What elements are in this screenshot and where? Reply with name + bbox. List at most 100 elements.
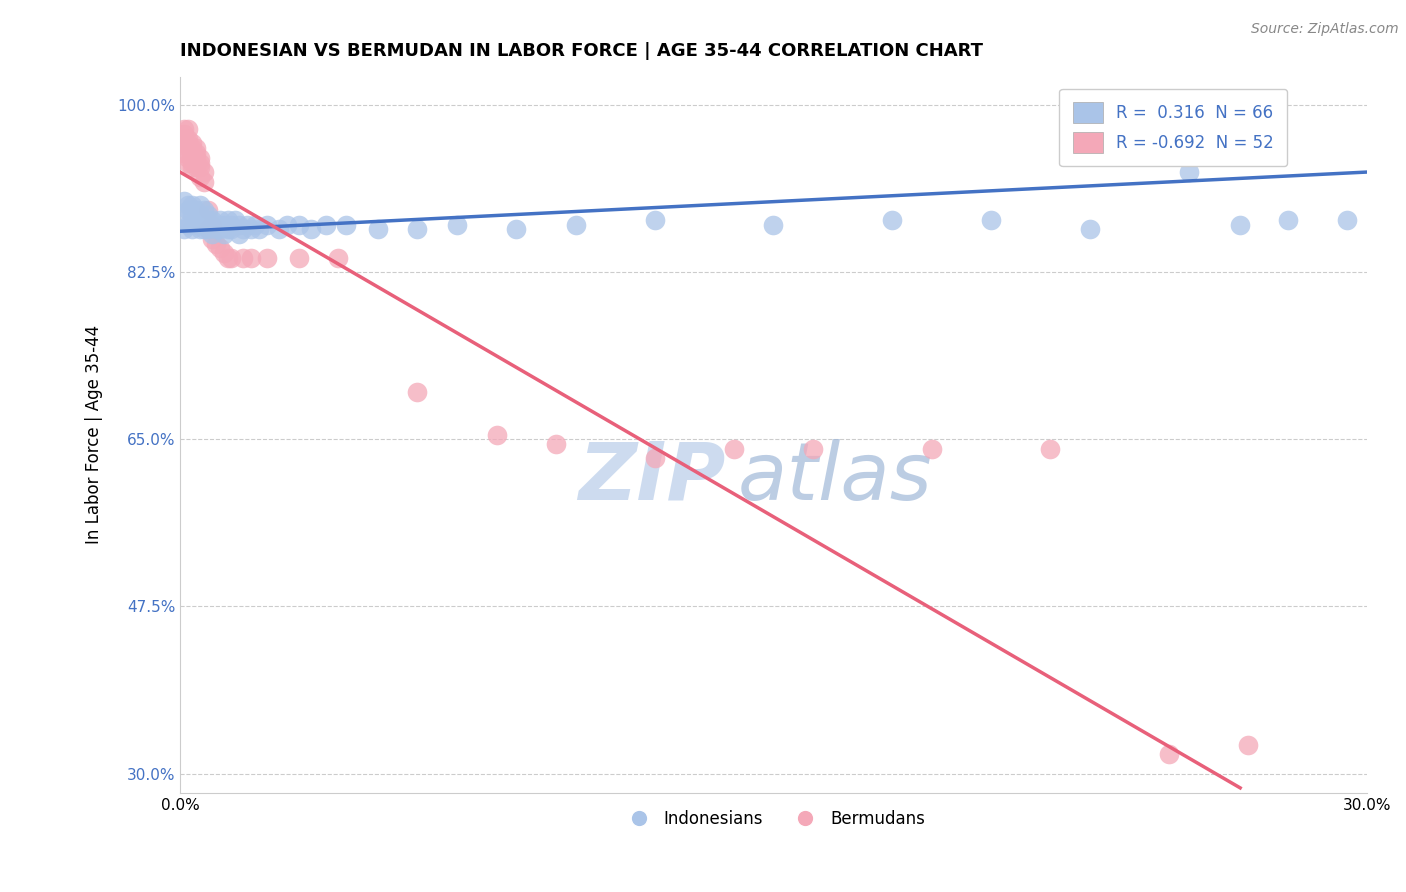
Point xyxy=(173,127,195,141)
Point xyxy=(208,218,231,232)
Point xyxy=(232,251,254,265)
Point xyxy=(197,208,219,222)
Point xyxy=(197,222,219,236)
Point xyxy=(446,218,468,232)
Point xyxy=(184,141,207,155)
Point xyxy=(228,227,250,241)
Point xyxy=(315,218,337,232)
Point xyxy=(184,155,207,169)
Point xyxy=(193,203,215,218)
Point xyxy=(1336,212,1358,227)
Point xyxy=(762,218,785,232)
Point xyxy=(180,141,202,155)
Point xyxy=(188,218,211,232)
Point xyxy=(801,442,824,456)
Point xyxy=(193,222,215,236)
Point xyxy=(173,222,195,236)
Point xyxy=(177,151,200,165)
Point xyxy=(208,212,231,227)
Point xyxy=(184,212,207,227)
Point xyxy=(173,145,195,160)
Point xyxy=(1039,442,1062,456)
Point xyxy=(221,251,243,265)
Point xyxy=(921,442,943,456)
Point xyxy=(228,218,250,232)
Text: INDONESIAN VS BERMUDAN IN LABOR FORCE | AGE 35-44 CORRELATION CHART: INDONESIAN VS BERMUDAN IN LABOR FORCE | … xyxy=(180,42,983,60)
Point xyxy=(204,236,226,251)
Point xyxy=(184,161,207,175)
Point xyxy=(188,198,211,212)
Point xyxy=(644,212,666,227)
Point xyxy=(193,212,215,227)
Point xyxy=(564,218,586,232)
Point xyxy=(201,227,224,241)
Point xyxy=(188,222,211,236)
Point xyxy=(184,218,207,232)
Point xyxy=(177,198,200,212)
Point xyxy=(173,131,195,145)
Point xyxy=(485,427,508,442)
Point xyxy=(180,136,202,151)
Point xyxy=(644,451,666,466)
Point xyxy=(197,203,219,218)
Point xyxy=(177,136,200,151)
Text: Source: ZipAtlas.com: Source: ZipAtlas.com xyxy=(1251,22,1399,37)
Point xyxy=(177,141,200,155)
Point xyxy=(204,222,226,236)
Point xyxy=(221,218,243,232)
Point xyxy=(328,251,350,265)
Point xyxy=(236,218,259,232)
Point xyxy=(180,161,202,175)
Point xyxy=(1277,212,1299,227)
Point xyxy=(406,222,429,236)
Point xyxy=(247,222,270,236)
Point xyxy=(406,384,429,399)
Point xyxy=(180,145,202,160)
Point xyxy=(212,227,235,241)
Point xyxy=(299,222,322,236)
Text: ZIP: ZIP xyxy=(578,439,725,516)
Point xyxy=(188,169,211,184)
Point xyxy=(208,242,231,256)
Point xyxy=(184,203,207,218)
Point xyxy=(180,151,202,165)
Point xyxy=(256,218,278,232)
Point xyxy=(188,155,211,169)
Point xyxy=(188,151,211,165)
Point xyxy=(335,218,357,232)
Point xyxy=(245,218,267,232)
Point xyxy=(1157,747,1180,762)
Point xyxy=(208,222,231,236)
Point xyxy=(723,442,745,456)
Point xyxy=(180,222,202,236)
Point xyxy=(287,218,309,232)
Point xyxy=(188,161,211,175)
Point xyxy=(240,251,263,265)
Point xyxy=(267,222,290,236)
Point xyxy=(184,145,207,160)
Point xyxy=(980,212,1002,227)
Point xyxy=(212,246,235,260)
Point xyxy=(212,218,235,232)
Point xyxy=(201,212,224,227)
Point xyxy=(256,251,278,265)
Point xyxy=(1078,222,1101,236)
Point xyxy=(221,222,243,236)
Point xyxy=(1237,738,1260,752)
Text: atlas: atlas xyxy=(738,439,932,516)
Point xyxy=(193,175,215,189)
Point xyxy=(367,222,389,236)
Point xyxy=(197,218,219,232)
Point xyxy=(240,222,263,236)
Point xyxy=(184,151,207,165)
Point xyxy=(201,218,224,232)
Point xyxy=(217,212,239,227)
Point xyxy=(1229,218,1251,232)
Point xyxy=(173,194,195,208)
Y-axis label: In Labor Force | Age 35-44: In Labor Force | Age 35-44 xyxy=(86,325,103,544)
Point xyxy=(1177,165,1199,179)
Point xyxy=(180,208,202,222)
Point xyxy=(180,198,202,212)
Point xyxy=(880,212,903,227)
Point xyxy=(201,232,224,246)
